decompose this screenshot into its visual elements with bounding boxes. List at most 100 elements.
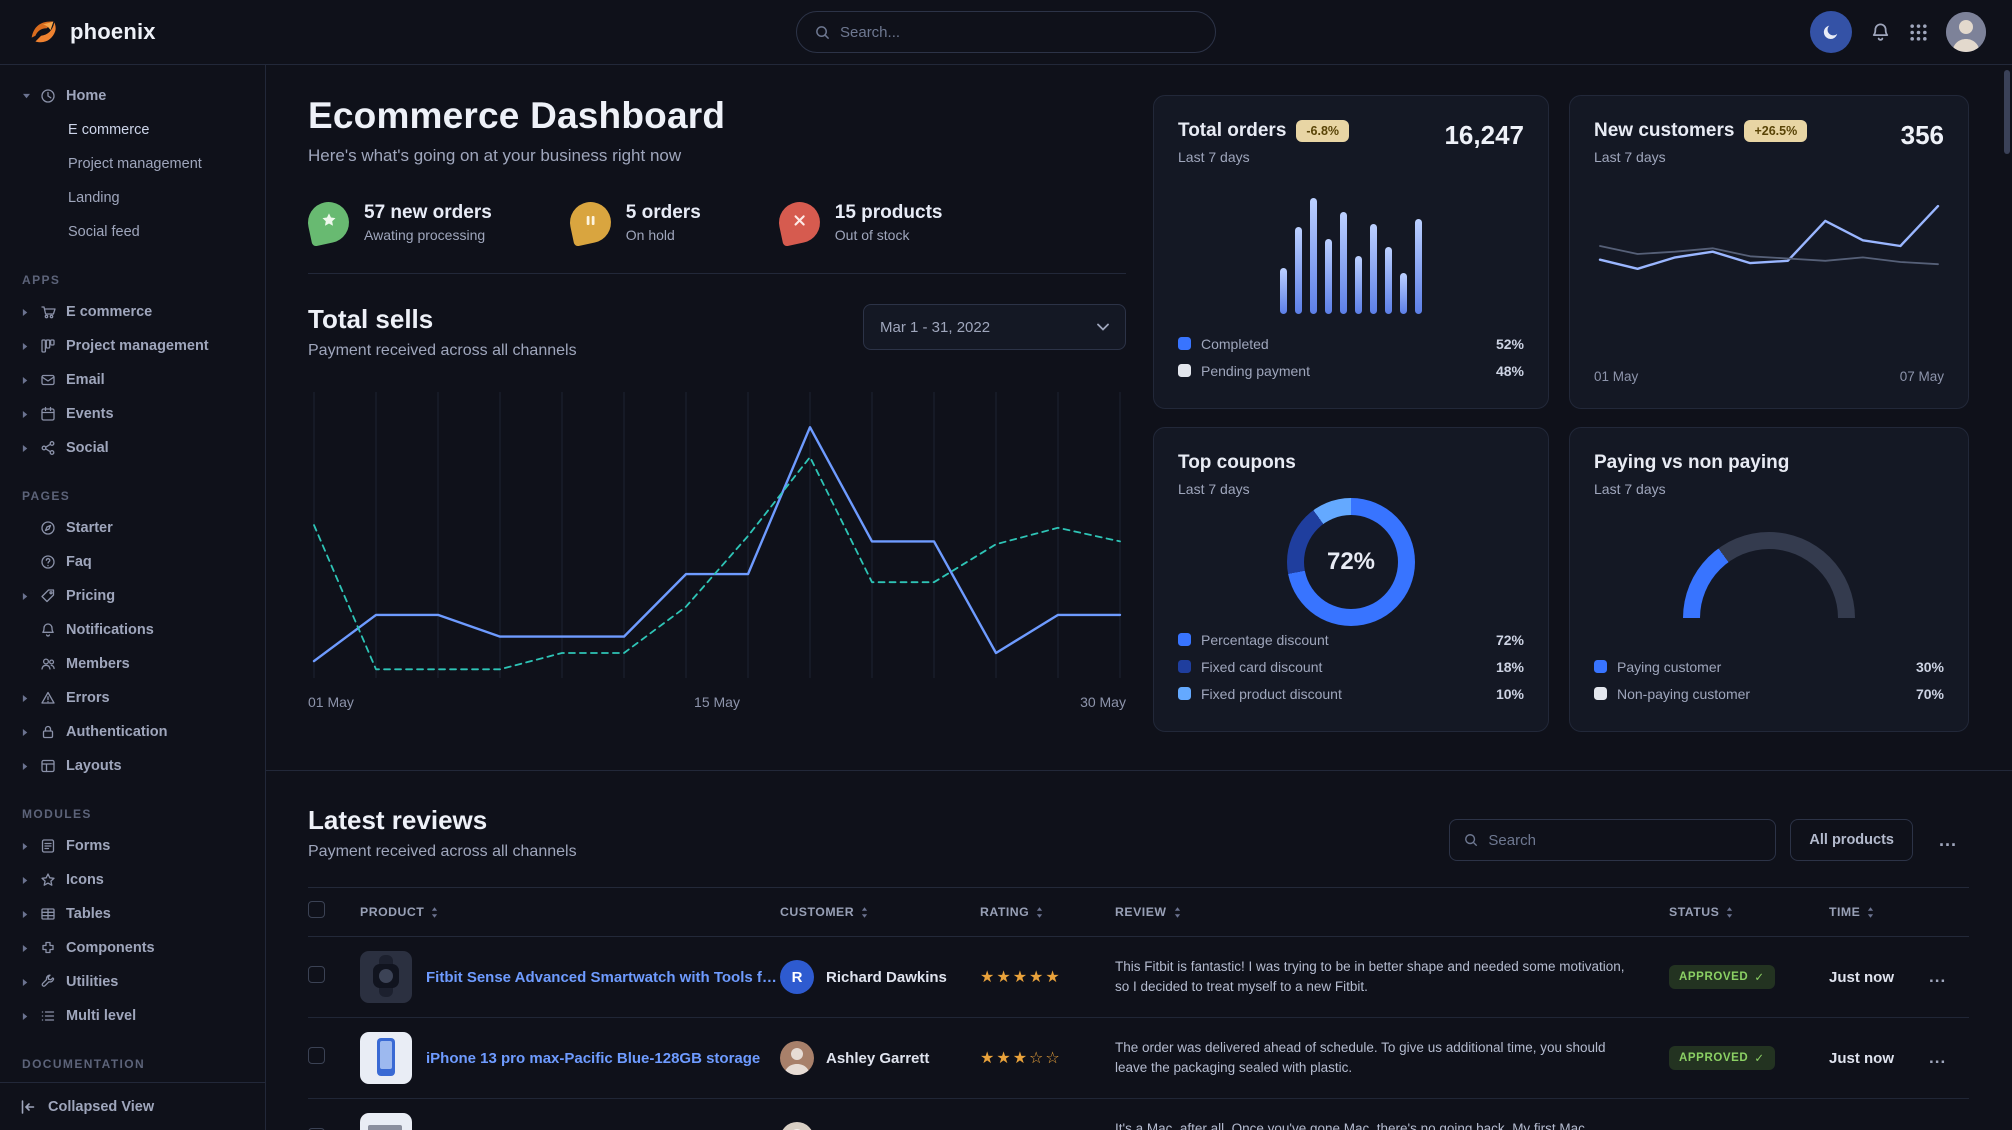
warning-icon — [40, 690, 66, 706]
top-coupons-card: Top coupons Last 7 days 72% Percentage d… — [1153, 427, 1549, 732]
compass-icon — [40, 520, 66, 536]
order-bar — [1295, 227, 1302, 314]
reviews-subtitle: Payment received across all channels — [308, 843, 577, 860]
total-orders-value: 16,247 — [1444, 120, 1524, 150]
sidebar-item-faq[interactable]: Faq — [14, 545, 253, 579]
clock-icon — [40, 88, 66, 104]
product-link[interactable]: iPhone 13 pro max-Pacific Blue-128GB sto… — [426, 1049, 761, 1067]
sidebar-item-utilities[interactable]: Utilities — [14, 965, 253, 999]
tag-icon — [40, 588, 66, 604]
reviews-search[interactable] — [1449, 819, 1777, 861]
brand[interactable]: phoenix — [26, 15, 156, 49]
sidebar-item-tables[interactable]: Tables — [14, 897, 253, 931]
sidebar-section-label-modules: MODULES — [22, 807, 92, 821]
sidebar-item-home[interactable]: Home — [14, 79, 253, 113]
rating-stars: ★★★★★ — [980, 969, 1062, 986]
envelope-icon — [40, 372, 66, 388]
notifications-button[interactable] — [1870, 22, 1891, 43]
order-bar — [1325, 239, 1332, 314]
date-range-select[interactable]: Mar 1 - 31, 2022 — [863, 304, 1126, 350]
sidebar-item-members[interactable]: Members — [14, 647, 253, 681]
sidebar-item-icons[interactable]: Icons — [14, 863, 253, 897]
chevron-down-icon — [1097, 323, 1109, 331]
total-sells-x-labels: 01 May 15 May 30 May — [308, 694, 1126, 710]
sidebar-item-project-management[interactable]: Project management — [14, 329, 253, 363]
caret-right-icon — [22, 762, 40, 771]
global-search-input[interactable] — [840, 23, 1197, 41]
column-header-product[interactable]: PRODUCT — [360, 905, 780, 919]
review-row: iPhone 13 pro max-Pacific Blue-128GB sto… — [308, 1018, 1969, 1099]
row-checkbox[interactable] — [308, 1047, 325, 1064]
new-customers-badge: +26.5% — [1744, 120, 1808, 142]
sidebar-item-notifications[interactable]: Notifications — [14, 613, 253, 647]
sidebar-item-errors[interactable]: Errors — [14, 681, 253, 715]
review-row: It's a Mac, after all. Once you've gone … — [308, 1099, 1969, 1130]
share-icon — [40, 440, 66, 456]
sidebar-section-label-pages: PAGES — [22, 489, 71, 503]
sort-icon — [1726, 906, 1733, 918]
x-axis-label: 15 May — [694, 694, 740, 710]
sidebar-item-project-management[interactable]: Project management — [68, 156, 202, 172]
legend-item-percentage-discount: Percentage discount 72% — [1178, 626, 1524, 653]
stat-value: 5 orders — [625, 202, 701, 223]
user-avatar[interactable] — [1946, 12, 1986, 52]
wrench-icon — [40, 974, 66, 990]
sidebar-item-components[interactable]: Components — [14, 931, 253, 965]
sidebar-item-e-commerce[interactable]: E commerce — [68, 122, 150, 138]
sidebar-item-social-feed[interactable]: Social feed — [68, 224, 140, 240]
caret-right-icon — [22, 728, 40, 737]
caret-right-icon — [22, 592, 40, 601]
collapse-sidebar-button[interactable]: Collapsed View — [0, 1082, 266, 1130]
product-link[interactable]: Fitbit Sense Advanced Smartwatch with To… — [426, 968, 780, 986]
theme-toggle-button[interactable] — [1810, 11, 1852, 53]
column-header-review[interactable]: REVIEW — [1115, 905, 1669, 919]
row-checkbox[interactable] — [308, 966, 325, 983]
apps-grid-button[interactable] — [1909, 23, 1928, 42]
legend-label: Completed — [1201, 335, 1269, 352]
sidebar-item-email[interactable]: Email — [14, 363, 253, 397]
page-subtitle: Here's what's going on at your business … — [308, 146, 682, 165]
caret-right-icon — [22, 694, 40, 703]
all-products-button[interactable]: All products — [1790, 819, 1913, 861]
caret-right-icon — [22, 308, 40, 317]
customer-name[interactable]: Ashley Garrett — [826, 1049, 930, 1067]
legend-item-completed: Completed 52% — [1178, 330, 1524, 357]
reviews-more-button[interactable]: ... — [1927, 819, 1969, 861]
sidebar-item-events[interactable]: Events — [14, 397, 253, 431]
sidebar-item-e-commerce[interactable]: E commerce — [14, 295, 253, 329]
column-header-customer[interactable]: CUSTOMER — [780, 905, 980, 919]
sidebar-item-forms[interactable]: Forms — [14, 829, 253, 863]
select-all-checkbox[interactable] — [308, 901, 325, 918]
caret-right-icon — [22, 978, 40, 987]
page-scrollbar-thumb[interactable] — [2004, 70, 2010, 154]
sidebar-item-layouts[interactable]: Layouts — [14, 749, 253, 783]
paying-gauge-chart — [1683, 532, 1855, 618]
row-actions-button[interactable]: ... — [1929, 967, 1947, 986]
legend-item-fixed-card-discount: Fixed card discount 18% — [1178, 653, 1524, 680]
brand-name: phoenix — [70, 19, 156, 44]
order-bar — [1340, 212, 1347, 314]
sidebar-item-starter[interactable]: Starter — [14, 511, 253, 545]
order-bar — [1370, 224, 1377, 314]
reviews-search-input[interactable] — [1488, 831, 1762, 849]
sidebar-item-multi-level[interactable]: Multi level — [14, 999, 253, 1033]
sidebar-item-landing[interactable]: Landing — [68, 190, 120, 206]
stat-out-of-stock: 15 products Out of stock — [774, 198, 943, 247]
apps-grid-icon — [1909, 23, 1928, 42]
total-orders-bar-chart — [1178, 165, 1524, 330]
global-search[interactable] — [796, 11, 1216, 53]
total-orders-badge: -6.8% — [1296, 120, 1350, 142]
row-actions-button[interactable]: ... — [1929, 1048, 1947, 1067]
column-header-time[interactable]: TIME — [1829, 905, 1929, 919]
customer-name[interactable]: Richard Dawkins — [826, 968, 947, 986]
stat-caption: Out of stock — [834, 227, 910, 243]
reviews-table-body: Fitbit Sense Advanced Smartwatch with To… — [308, 937, 1969, 1130]
sidebar-item-authentication[interactable]: Authentication — [14, 715, 253, 749]
column-header-rating[interactable]: RATING — [980, 905, 1115, 919]
users-icon — [40, 656, 66, 672]
sidebar-section-label-documentation: DOCUMENTATION — [22, 1057, 146, 1071]
sidebar-item-social[interactable]: Social — [14, 431, 253, 465]
column-header-status[interactable]: STATUS — [1669, 905, 1829, 919]
stat-value: 15 products — [834, 202, 943, 223]
sidebar-item-pricing[interactable]: Pricing — [14, 579, 253, 613]
